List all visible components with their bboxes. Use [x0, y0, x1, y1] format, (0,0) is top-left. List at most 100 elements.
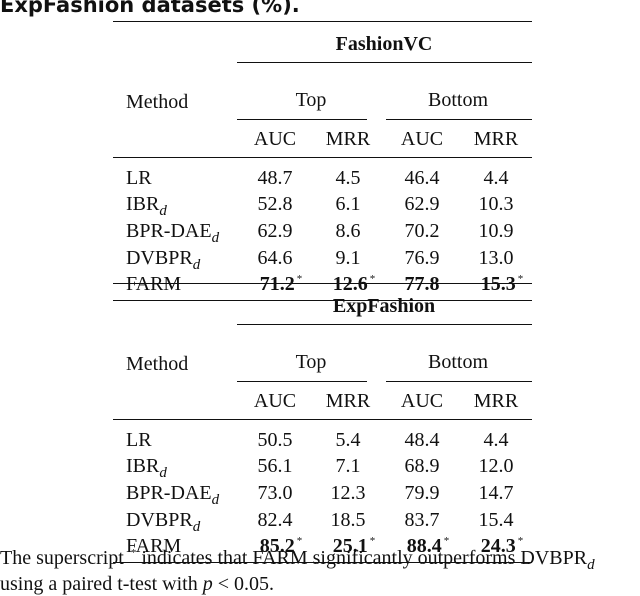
value-text: 4.4	[483, 429, 509, 451]
value-text: 9.1	[335, 247, 361, 269]
metric-value: 12.6 *	[332, 273, 376, 295]
value-text: 15.3	[480, 273, 516, 295]
metric-value: 83.7	[405, 510, 440, 530]
metric-value: 12.0	[479, 456, 514, 476]
group-header-top: Top	[295, 351, 327, 373]
metric-value: 48.7	[258, 168, 293, 188]
method-column-header: Method	[126, 353, 189, 375]
metric-value: 6.1	[336, 194, 361, 214]
value-text: 73.0	[257, 482, 293, 504]
footnote-text-b: indicates that FARM significantly outper…	[141, 547, 588, 569]
metric-value: 50.5	[258, 430, 293, 450]
metric-value: 4.5	[336, 168, 361, 188]
value-text: 13.0	[478, 247, 514, 269]
significance-star: *	[296, 535, 303, 547]
method-label: IBR	[126, 455, 160, 477]
footnote-star: *	[130, 547, 137, 559]
method-label: BPR-DAE	[126, 482, 212, 504]
method-name: DVBPRd	[126, 247, 200, 273]
top-group-cmidrule	[237, 381, 367, 382]
method-label: LR	[126, 167, 152, 189]
metric-value: 76.9	[405, 248, 440, 268]
metric-value: 18.5	[331, 510, 366, 530]
metric-value: 12.3	[331, 483, 366, 503]
footnote-line-1: The superscript * indicates that FARM si…	[0, 547, 595, 573]
method-label: BPR-DAE	[126, 220, 212, 242]
footnote-text-d: < 0.05.	[217, 573, 275, 595]
metric-header-auc: AUC	[400, 128, 444, 150]
value-text: 46.4	[404, 167, 440, 189]
method-subscript: d	[159, 465, 167, 481]
metric-value: 52.8	[258, 194, 293, 214]
value-text: 48.4	[404, 429, 440, 451]
significance-star: *	[369, 535, 376, 547]
group-header-bottom: Bottom	[427, 351, 489, 373]
group-header-top: Top	[295, 89, 327, 111]
metric-value: 71.2 *	[259, 273, 303, 295]
metric-header-mrr: MRR	[473, 128, 519, 150]
value-text: 85.2	[259, 535, 295, 557]
value-text: 6.1	[335, 193, 361, 215]
method-column-header: Method	[126, 91, 189, 113]
value-text: 77.8	[404, 273, 440, 295]
bottom-rule	[113, 300, 532, 301]
method-subscript: d	[211, 492, 220, 508]
value-text: 12.6	[332, 273, 368, 295]
value-text: 10.3	[478, 193, 514, 215]
metric-value: 88.4 *	[407, 536, 450, 557]
footnote-text-a: The superscript	[0, 547, 124, 569]
value-text: 56.1	[257, 455, 293, 477]
method-name: FARM	[126, 274, 181, 294]
method-name: IBRd	[126, 193, 167, 219]
table-caption: ExpFashion datasets (%).	[0, 0, 300, 17]
dataset-title: FashionVC	[335, 33, 433, 55]
value-text: 76.9	[404, 247, 440, 269]
method-label: DVBPR	[126, 509, 193, 531]
value-text: 24.3	[480, 535, 516, 557]
value-text: 82.4	[257, 509, 293, 531]
metric-value: 4.4	[484, 168, 509, 188]
group-header-bottom: Bottom	[427, 89, 489, 111]
metric-header-mrr: MRR	[325, 128, 371, 150]
value-text: 4.4	[483, 167, 509, 189]
metric-value: 62.9	[258, 221, 293, 241]
value-text: 62.9	[404, 193, 440, 215]
value-text: 79.9	[404, 482, 440, 504]
value-text: 48.7	[257, 167, 293, 189]
metric-value: 10.3	[479, 194, 514, 214]
method-name: FARM	[126, 536, 181, 556]
footnote-text-c: using a paired t-test with	[0, 573, 198, 595]
metric-value: 85.2 *	[259, 535, 303, 557]
method-name: IBRd	[126, 455, 167, 481]
significance-star: *	[369, 273, 376, 285]
dataset-cmidrule	[237, 324, 532, 325]
metric-value: 9.1	[336, 248, 361, 268]
metric-value: 64.6	[258, 248, 293, 268]
dataset-title: ExpFashion	[332, 295, 436, 317]
method-label: FARM	[126, 273, 182, 295]
value-text: 12.0	[478, 455, 514, 477]
value-text: 50.5	[257, 429, 293, 451]
metric-value: 77.8	[405, 274, 440, 294]
significance-star: *	[517, 535, 524, 547]
metric-value: 8.6	[336, 221, 361, 241]
metric-value: 73.0	[258, 483, 293, 503]
significance-star: *	[296, 273, 303, 285]
method-label: DVBPR	[126, 247, 193, 269]
metric-value: 5.4	[336, 430, 361, 450]
value-text: 7.1	[335, 455, 361, 477]
bottom-group-cmidrule	[386, 119, 532, 120]
metric-value: 56.1	[258, 456, 293, 476]
value-text: 14.7	[478, 482, 514, 504]
metric-value: 4.4	[484, 430, 509, 450]
footnote-line-2: using a paired t-test with p < 0.05.	[0, 574, 274, 594]
method-label: FARM	[126, 535, 182, 557]
method-name: BPR-DAEd	[126, 220, 219, 246]
footnote-p-variable: p	[202, 573, 213, 595]
value-text: 70.2	[404, 220, 440, 242]
value-text: 5.4	[335, 429, 361, 451]
value-text: 71.2	[259, 273, 295, 295]
method-label: IBR	[126, 193, 160, 215]
metric-value: 62.9	[405, 194, 440, 214]
metric-value: 79.9	[405, 483, 440, 503]
